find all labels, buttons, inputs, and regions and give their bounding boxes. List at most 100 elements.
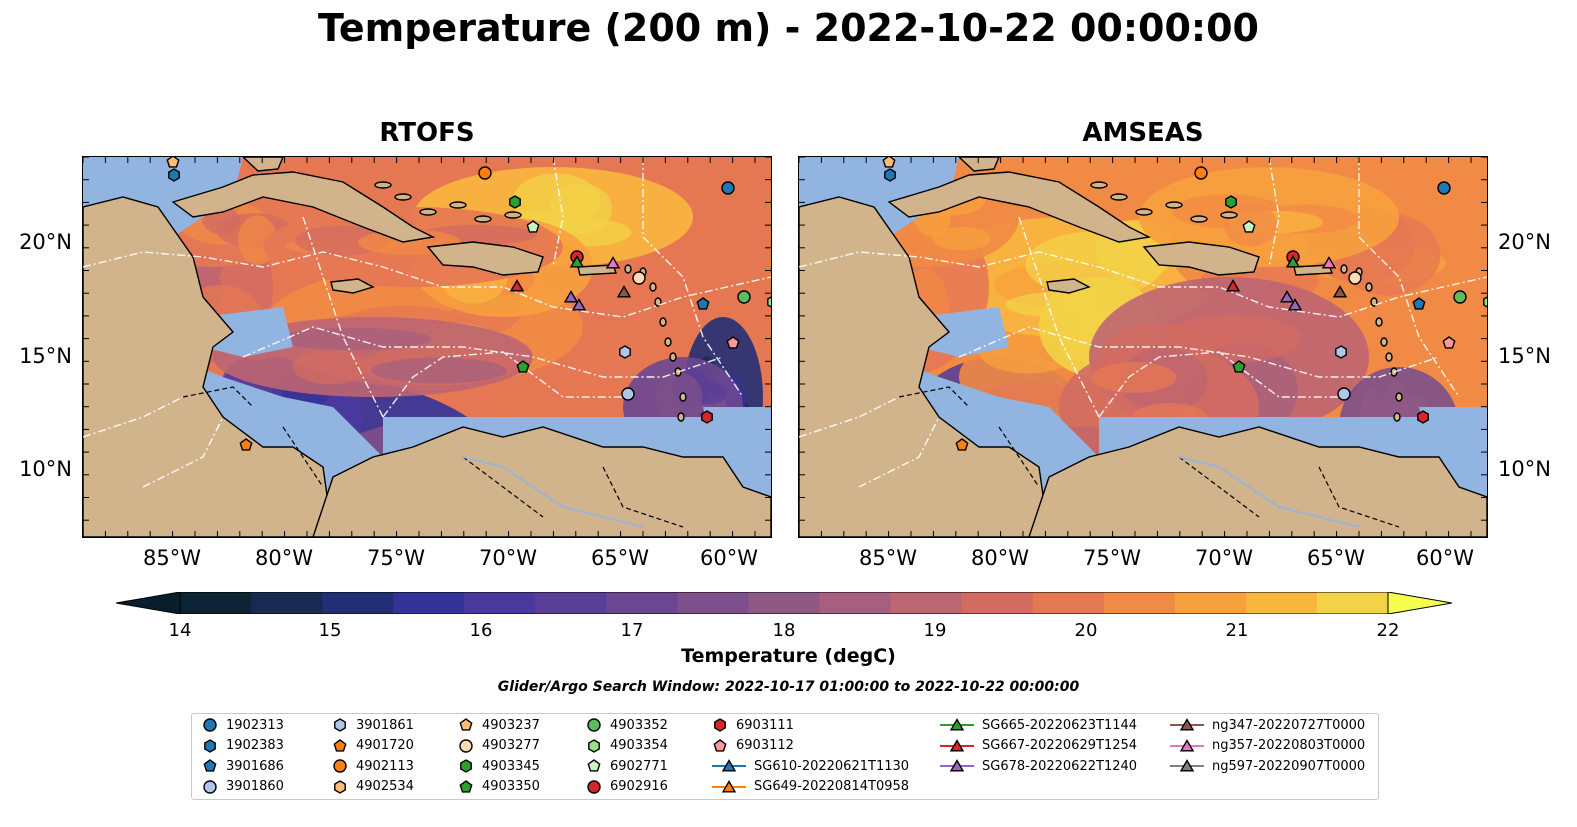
observation-marker [632, 271, 646, 285]
colorbar-segment [1245, 592, 1318, 614]
legend-item: 4903352 [586, 716, 668, 734]
observation-marker [616, 285, 632, 298]
legend-item: 4903277 [458, 737, 540, 755]
colorbar-tick: 14 [168, 620, 192, 641]
colorbar-tick: 18 [772, 620, 796, 641]
lon-tick-80w: 80°W [971, 546, 1029, 570]
observation-marker [526, 220, 540, 233]
legend-marker-icon [713, 738, 727, 752]
lat-tick-10n: 10°N [19, 457, 72, 481]
lon-tick-70w: 70°W [1195, 546, 1253, 570]
observation-marker [1483, 296, 1487, 308]
legend-item: 4901720 [332, 737, 414, 755]
legend-label: 3901686 [226, 758, 284, 774]
legend-item: 4903354 [586, 737, 668, 755]
legend-marker-icon [333, 759, 347, 773]
observation-marker [239, 438, 253, 451]
observation-marker [1194, 166, 1208, 180]
legend-label: 4903352 [610, 717, 668, 733]
legend-label: ng597-20220907T0000 [1212, 758, 1366, 774]
colorbar-segment [1316, 592, 1389, 614]
observation-marker [721, 181, 735, 195]
figure-title: Temperature (200 m) - 2022-10-22 00:00:0… [317, 6, 1259, 50]
legend-label: 6902916 [610, 779, 668, 794]
legend-marker-icon [940, 738, 974, 752]
colorbar [116, 592, 1452, 614]
legend-label: 4903277 [482, 738, 540, 753]
legend-marker-icon [333, 738, 347, 752]
colorbar-tick: 22 [1376, 620, 1400, 641]
lon-tick-85w: 85°W [859, 546, 917, 570]
observation-marker [737, 290, 751, 304]
legend-item: ng597-20220907T0000 [1170, 757, 1365, 775]
colorbar-tick: 17 [620, 620, 644, 641]
observation-marker [509, 279, 525, 292]
colorbar-segment [251, 592, 323, 614]
legend-label: 6902771 [610, 758, 668, 774]
observation-marker [1332, 285, 1348, 298]
observation-marker [1453, 290, 1467, 304]
legend-marker-icon [334, 718, 346, 732]
legend-label: 1902313 [226, 717, 284, 733]
colorbar-segment [961, 592, 1034, 614]
legend-label: 4902534 [356, 779, 414, 794]
legend-label: SG610-20220621T1130 [754, 758, 910, 774]
legend-item: SG610-20220621T1130 [712, 757, 909, 775]
legend-marker-icon [1170, 759, 1204, 772]
observation-marker [1348, 271, 1362, 285]
observation-marker [621, 387, 635, 401]
observation-marker [478, 166, 492, 180]
panel-title-amseas: AMSEAS [1082, 118, 1204, 148]
legend-marker-icon [587, 779, 601, 794]
lon-tick-65w: 65°W [591, 546, 649, 570]
observation-marker [563, 290, 579, 303]
legend-marker-icon [1170, 738, 1204, 752]
lat-tick-15n: 15°N [1498, 344, 1551, 368]
legend-item: 1902313 [202, 716, 284, 734]
lon-tick-65w: 65°W [1307, 546, 1365, 570]
legend-item: 1902383 [202, 737, 284, 755]
legend-label: ng357-20220803T0000 [1212, 738, 1366, 753]
legend-label: 4903237 [482, 717, 540, 733]
observation-marker [696, 297, 710, 310]
lat-tick-20n: 20°N [19, 230, 72, 254]
observation-marker [1232, 360, 1246, 373]
map-rtofs [82, 156, 772, 538]
observation-marker [1225, 279, 1241, 292]
observation-marker [1412, 297, 1426, 310]
colorbar-tick: 21 [1225, 620, 1249, 641]
legend-label: SG665-20220623T1144 [982, 717, 1138, 733]
lon-tick-75w: 75°W [367, 546, 425, 570]
legend-item: 4903350 [458, 778, 540, 796]
legend-item: 6903111 [712, 716, 794, 734]
legend-marker-icon [1170, 718, 1204, 731]
colorbar-tick: 19 [923, 620, 947, 641]
search-window-text: Glider/Argo Search Window: 2022-10-17 01… [497, 679, 1080, 695]
observation-marker [1225, 195, 1237, 209]
colorbar-segment [1032, 592, 1105, 614]
legend-item: SG649-20220814T0958 [712, 778, 909, 796]
observation-marker [701, 410, 713, 424]
legend-item: SG665-20220623T1144 [940, 716, 1137, 734]
legend-marker-icon [587, 759, 601, 772]
legend-item: ng357-20220803T0000 [1170, 737, 1365, 755]
lon-tick-60w: 60°W [1416, 546, 1474, 570]
map-amseas [798, 156, 1488, 538]
legend-item: SG667-20220629T1254 [940, 737, 1137, 755]
lat-tick-10n: 10°N [1498, 457, 1551, 481]
legend-item: 3901860 [202, 778, 284, 796]
legend-item: 6903112 [712, 737, 794, 755]
legend-marker-icon [712, 779, 746, 793]
observation-marker [955, 438, 969, 451]
observation-marker [1337, 387, 1351, 401]
observation-marker [1442, 336, 1456, 349]
legend-marker-icon [588, 738, 600, 753]
legend-label: 4903345 [482, 758, 540, 774]
lat-tick-20n: 20°N [1498, 230, 1551, 254]
legend-item: 6902916 [586, 778, 668, 796]
legend: 1902313 1902383 3901686 3901860 3901861 49017… [191, 713, 1379, 800]
legend-label: 6903112 [736, 738, 794, 753]
colorbar-segment [1174, 592, 1247, 614]
legend-label: 6903111 [736, 717, 794, 733]
legend-label: 3901860 [226, 779, 284, 794]
